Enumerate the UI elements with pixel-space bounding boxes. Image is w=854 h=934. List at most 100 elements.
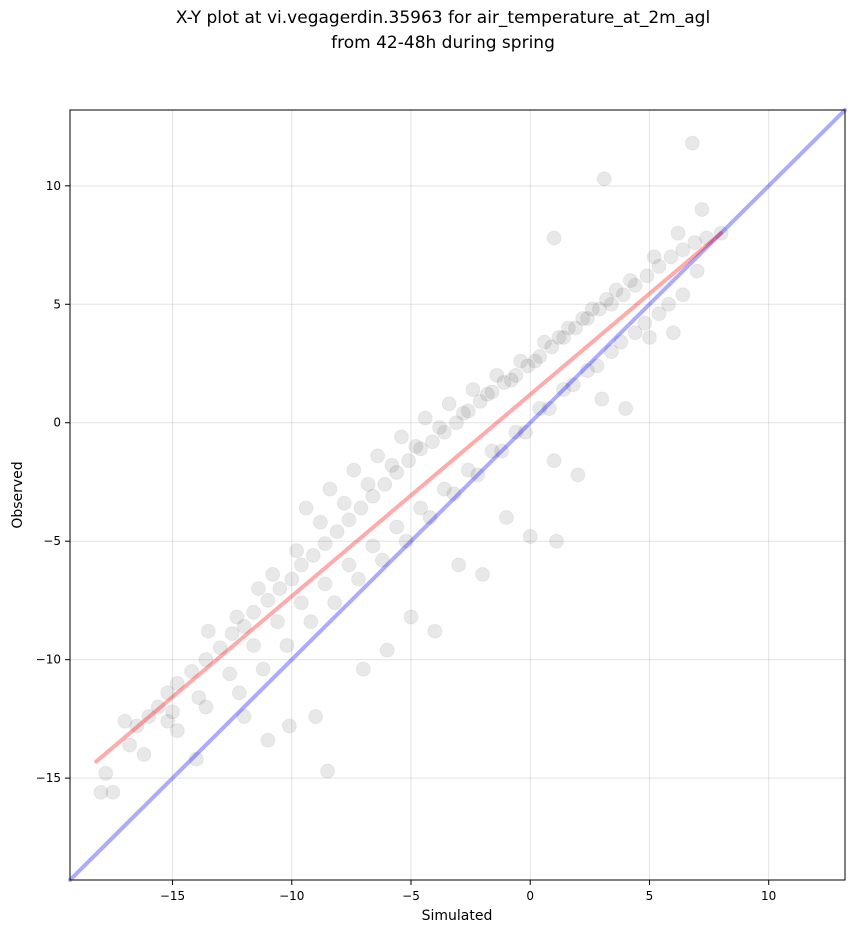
data-point: [246, 637, 262, 653]
data-point: [544, 339, 560, 355]
data-point: [436, 481, 452, 497]
data-point: [417, 410, 433, 426]
data-point: [370, 448, 386, 464]
data-point: [627, 325, 643, 341]
data-point: [541, 401, 557, 417]
data-point: [351, 571, 367, 587]
data-point: [460, 403, 476, 419]
data-point: [568, 320, 584, 336]
data-point: [494, 443, 510, 459]
data-point: [284, 571, 300, 587]
data-point: [365, 488, 381, 504]
x-tick-label: −15: [160, 889, 185, 903]
data-point: [591, 301, 607, 317]
data-point: [575, 310, 591, 326]
data-point: [160, 713, 176, 729]
y-axis-label: Observed: [10, 461, 26, 528]
x-tick-label: 5: [646, 889, 654, 903]
data-point: [389, 519, 405, 535]
data-point: [684, 135, 700, 151]
data-point: [498, 510, 514, 526]
data-point: [198, 699, 214, 715]
data-point: [360, 476, 376, 492]
data-point: [427, 623, 443, 639]
data-point: [618, 401, 634, 417]
data-point: [546, 453, 562, 469]
data-point: [384, 457, 400, 473]
data-point: [603, 344, 619, 360]
data-point: [675, 242, 691, 258]
data-point: [398, 533, 414, 549]
data-point: [355, 661, 371, 677]
data-point: [293, 595, 309, 611]
data-point: [401, 453, 417, 469]
data-point: [346, 462, 362, 478]
data-point: [594, 391, 610, 407]
data-point: [403, 609, 419, 625]
y-tick-label: 10: [46, 179, 61, 193]
data-point: [408, 438, 424, 454]
data-points: [93, 135, 729, 800]
data-point: [320, 763, 336, 779]
x-tick-label: −5: [402, 889, 420, 903]
data-point: [341, 557, 357, 573]
data-point: [599, 292, 615, 308]
y-tick-label: 5: [53, 297, 61, 311]
data-point: [336, 495, 352, 511]
y-tick-label: −15: [36, 771, 61, 785]
data-point: [329, 524, 345, 540]
data-point: [224, 626, 240, 642]
data-point: [260, 592, 276, 608]
data-point: [548, 533, 564, 549]
data-point: [374, 552, 390, 568]
data-point: [191, 690, 207, 706]
data-point: [236, 709, 252, 725]
data-point: [608, 282, 624, 298]
data-point: [160, 685, 176, 701]
x-tick-label: −10: [279, 889, 304, 903]
data-point: [522, 528, 538, 544]
data-point: [675, 287, 691, 303]
data-point: [305, 547, 321, 563]
data-point: [484, 443, 500, 459]
data-point: [169, 723, 185, 739]
y-tick-label: −5: [43, 534, 61, 548]
data-point: [393, 429, 409, 445]
data-point: [472, 393, 488, 409]
data-point: [470, 467, 486, 483]
x-tick-label: 0: [526, 889, 534, 903]
data-point: [622, 273, 638, 289]
data-point: [231, 685, 247, 701]
data-point: [508, 424, 524, 440]
data-point: [446, 486, 462, 502]
data-point: [584, 301, 600, 317]
data-point: [713, 225, 729, 241]
data-point: [565, 377, 581, 393]
data-point: [560, 320, 576, 336]
data-point: [141, 709, 157, 725]
data-point: [665, 325, 681, 341]
data-point: [289, 543, 305, 559]
data-point: [670, 225, 686, 241]
y-tick-label: −10: [36, 653, 61, 667]
data-point: [448, 415, 464, 431]
data-point: [637, 315, 653, 331]
data-point: [551, 329, 567, 345]
data-point: [272, 581, 288, 597]
data-point: [236, 618, 252, 634]
chart-title-line-1: X-Y plot at vi.vegagerdin.35963 for air_…: [176, 8, 710, 28]
data-point: [117, 713, 133, 729]
data-point: [424, 434, 440, 450]
data-point: [627, 277, 643, 293]
x-tick-label: 10: [761, 889, 776, 903]
data-point: [312, 514, 328, 530]
data-point: [317, 576, 333, 592]
data-point: [432, 419, 448, 435]
data-point: [532, 401, 548, 417]
data-point: [532, 348, 548, 364]
data-point: [269, 614, 285, 630]
reference-lines: [68, 108, 847, 882]
data-point: [694, 202, 710, 218]
data-point: [455, 405, 471, 421]
